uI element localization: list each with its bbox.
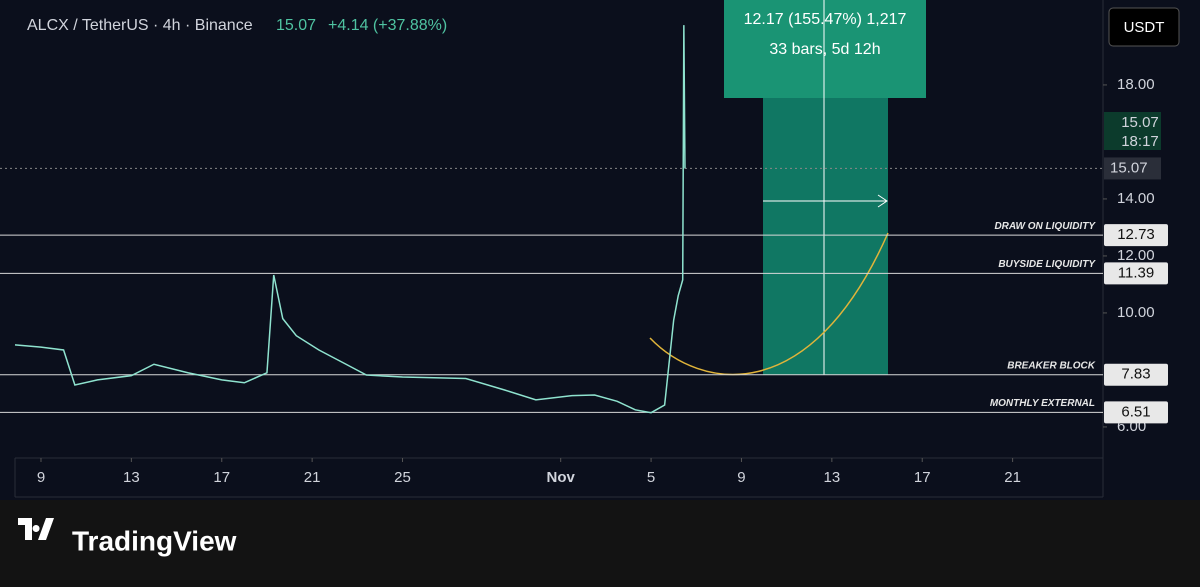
last-price-label: 15.07	[1110, 159, 1148, 176]
chart-background	[0, 0, 1200, 500]
x-tick-label: 21	[304, 469, 321, 486]
level-value: 11.39	[1118, 264, 1154, 281]
countdown: 18:17	[1121, 133, 1159, 150]
header-change: +4.14 (+37.88%)	[328, 17, 447, 34]
x-tick-label: 17	[914, 469, 931, 486]
price-line	[14, 25, 686, 414]
level-name: BREAKER BLOCK	[1007, 360, 1096, 371]
y-tick-label: 10.00	[1117, 304, 1155, 321]
level-box	[1104, 262, 1168, 285]
y-tick-label: 14.00	[1117, 190, 1155, 207]
measure-label: 12.17 (155.47%) 1,217	[744, 11, 907, 28]
level-name: DRAW ON LIQUIDITY	[994, 221, 1096, 232]
y-tick-label: 18.00	[1117, 76, 1155, 93]
x-tick-label: 9	[737, 469, 745, 486]
currency-button[interactable]	[1108, 7, 1180, 47]
logo	[18, 518, 54, 540]
logo-mark	[18, 518, 54, 540]
x-tick-label: 17	[213, 469, 230, 486]
x-tick-label: 5	[647, 469, 655, 486]
level-box	[1104, 224, 1168, 247]
measure-bars: 33 bars, 5d 12h	[769, 41, 880, 58]
level-box	[1104, 401, 1168, 424]
x-tick-label: 21	[1004, 469, 1021, 486]
x-tick-label: Nov	[547, 469, 576, 486]
symbol: ALCX / TetherUS · 4h · Binance	[27, 17, 253, 34]
level-box	[1104, 363, 1168, 386]
currency-label[interactable]: USDT	[1124, 19, 1165, 36]
price-tag-value: 15.07	[1121, 114, 1159, 131]
y-tick-label: 12.00	[1117, 247, 1155, 264]
header-price: 15.07	[276, 17, 316, 34]
target-zone	[763, 98, 888, 375]
level-value: 7.83	[1121, 366, 1150, 383]
arrow-head	[877, 194, 888, 208]
x-tick-label: 13	[824, 469, 841, 486]
level-name: MONTHLY EXTERNAL	[990, 398, 1095, 409]
curve	[649, 232, 889, 376]
x-tick-label: 9	[37, 469, 45, 486]
x-tick-label: 25	[394, 469, 411, 486]
level-name: BUYSIDE LIQUIDITY	[998, 259, 1096, 270]
price-tag	[1104, 112, 1161, 150]
level-value: 6.51	[1121, 403, 1150, 420]
last-price-box	[1104, 157, 1161, 180]
measure-box	[724, 0, 926, 98]
level-value: 12.73	[1117, 226, 1155, 243]
x-tick-label: 13	[123, 469, 140, 486]
brand: TradingView	[72, 525, 237, 556]
